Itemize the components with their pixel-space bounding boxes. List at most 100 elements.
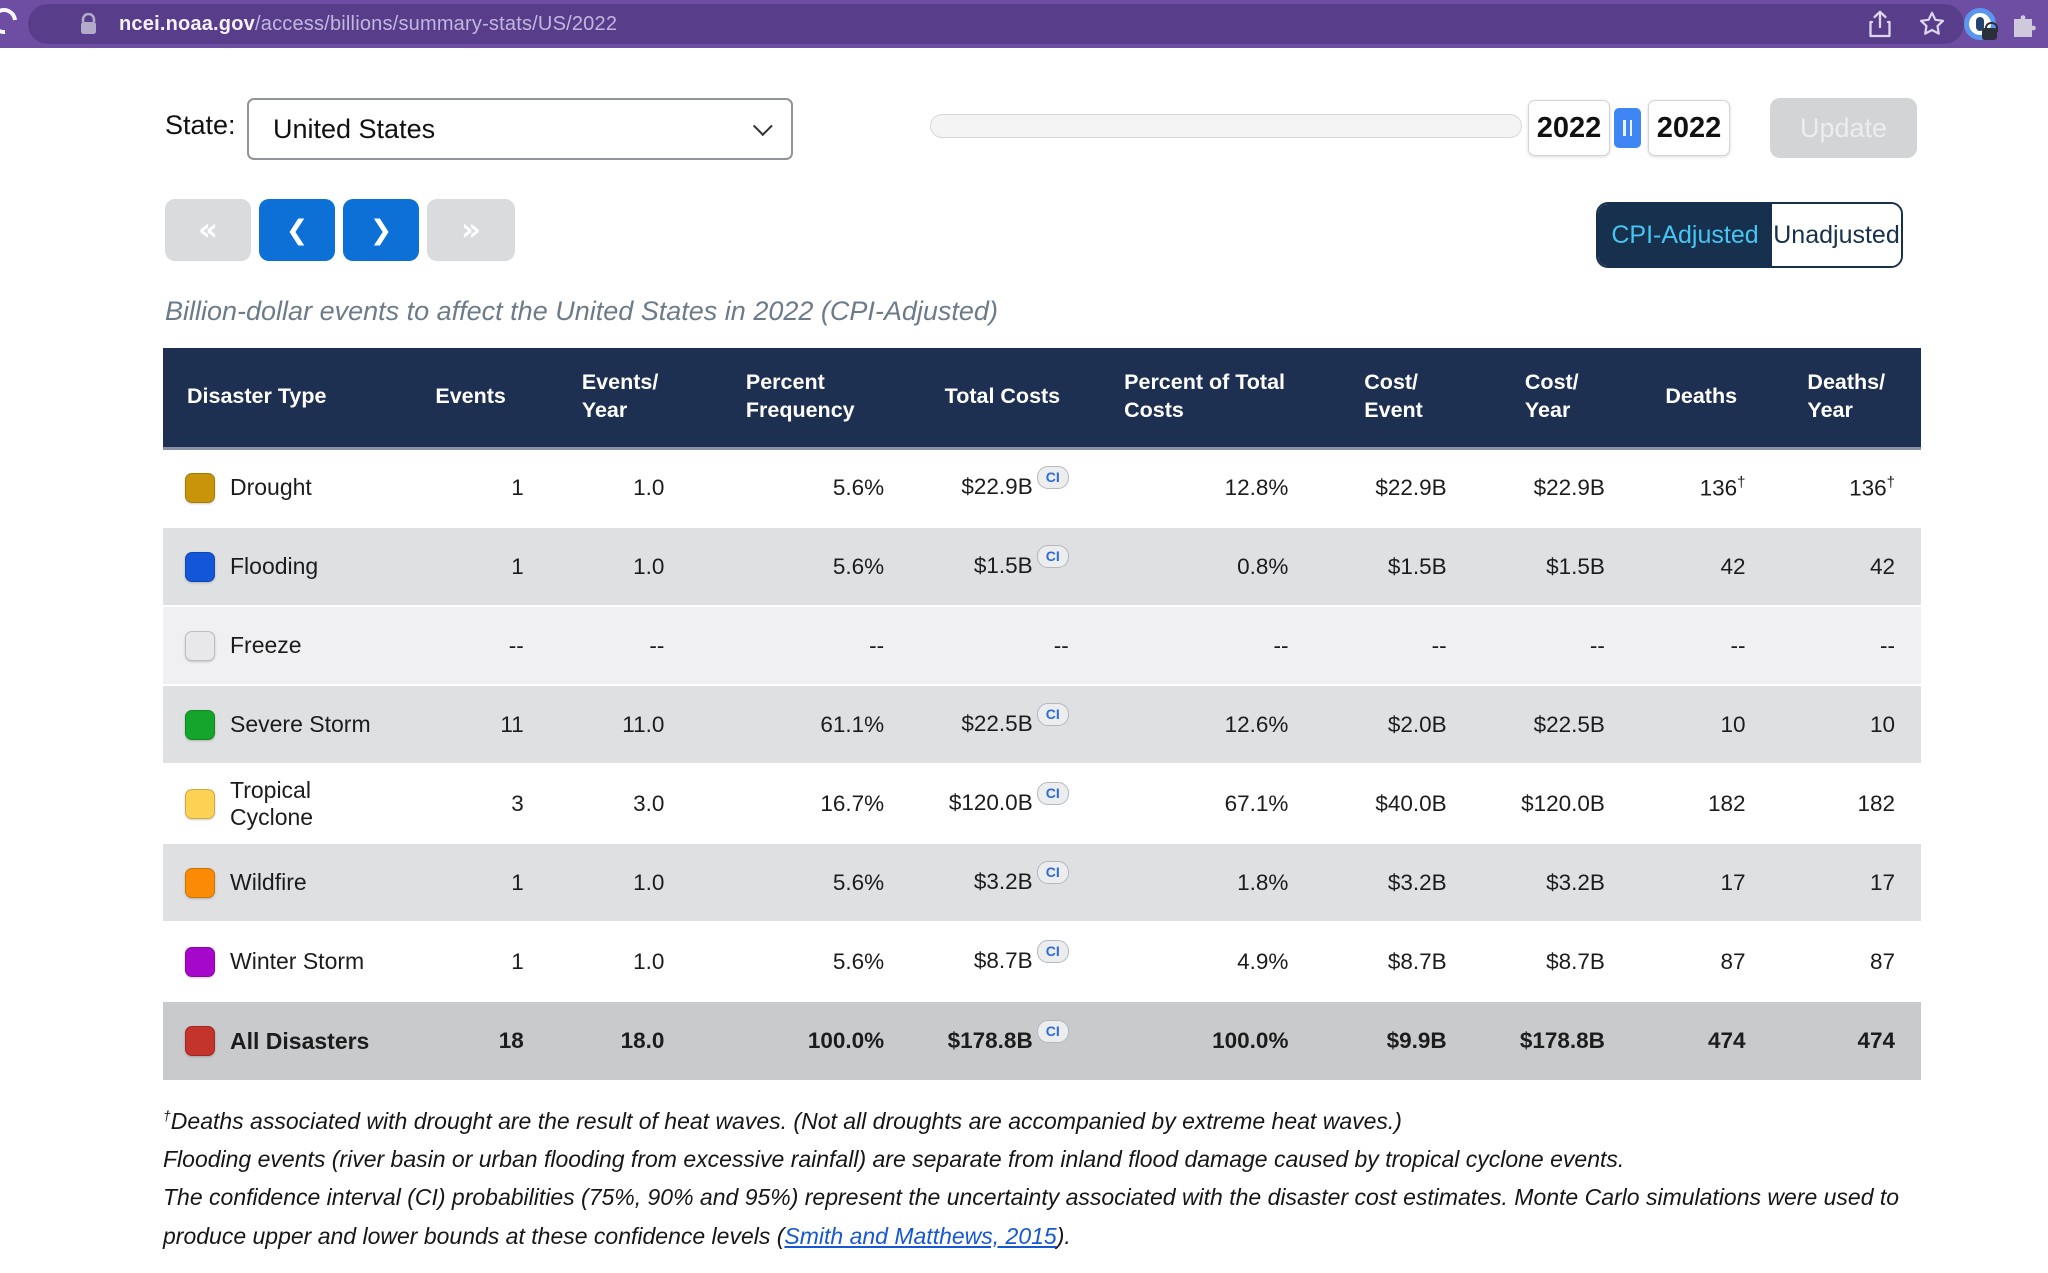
footnote-ci: The confidence interval (CI) probabiliti… bbox=[163, 1184, 1900, 1249]
url-text: ncei.noaa.gov/access/billions/summary-st… bbox=[119, 13, 617, 36]
year-start-input[interactable]: 2022 bbox=[1528, 100, 1610, 156]
disaster-type-cell: Drought bbox=[163, 448, 392, 527]
password-manager-extension-icon[interactable] bbox=[1964, 8, 1998, 40]
value-cell: 1 bbox=[511, 474, 524, 500]
disaster-type-label: All Disasters bbox=[230, 1027, 370, 1054]
value-cell: 474 bbox=[1707, 1028, 1746, 1053]
reload-icon[interactable] bbox=[0, 2, 23, 40]
state-select[interactable]: United States bbox=[247, 98, 793, 160]
value-cell: $9.9B bbox=[1386, 1028, 1447, 1053]
share-icon[interactable] bbox=[1868, 10, 1892, 38]
value-cell: 17 bbox=[1869, 869, 1895, 895]
value-cell: $120.0B CI bbox=[910, 764, 1095, 843]
disaster-color-swatch bbox=[185, 551, 215, 582]
value-cell: 1 bbox=[511, 553, 524, 579]
value-cell: 5.6% bbox=[832, 869, 885, 895]
value-cell: 136† bbox=[1849, 474, 1895, 501]
value-cell: 10 bbox=[1869, 711, 1895, 737]
ci-badge[interactable]: CI bbox=[1036, 545, 1069, 568]
value-cell: 11 bbox=[500, 711, 524, 737]
year-end-input[interactable]: 2022 bbox=[1648, 100, 1730, 156]
value-cell: 18 bbox=[498, 1028, 524, 1053]
table-row: Winter Storm 1 1.0 5.6% $8.7B CI 4.9% $8.7B $8.7… bbox=[163, 922, 1921, 1001]
state-select-value: United States bbox=[273, 113, 436, 144]
browser-toolbar: ncei.noaa.gov/access/billions/summary-st… bbox=[0, 0, 2048, 48]
value-cell: 5.6% bbox=[832, 474, 885, 500]
last-year-button[interactable]: » bbox=[427, 199, 515, 261]
column-header: Cost/ Year bbox=[1472, 348, 1631, 448]
value-cell: 0.8% bbox=[1237, 553, 1289, 579]
value-cell: 182 bbox=[1707, 790, 1746, 816]
value-cell: 1.0 bbox=[633, 474, 665, 500]
column-header: Deaths/ Year bbox=[1771, 348, 1921, 448]
table-row: Wildfire 1 1.0 5.6% $3.2B CI 1.8% $3.2B $3.2B 17 1… bbox=[163, 843, 1921, 922]
disaster-color-swatch bbox=[185, 946, 215, 977]
value-cell: $1.5B bbox=[1387, 553, 1447, 579]
value-cell: 1.0 bbox=[633, 948, 665, 974]
lock-icon[interactable] bbox=[80, 13, 97, 35]
column-header: Events bbox=[391, 348, 550, 448]
value-cell: 10 bbox=[1720, 711, 1746, 737]
update-button[interactable]: Update bbox=[1770, 98, 1917, 158]
citation-link[interactable]: Smith and Matthews, 2015 bbox=[784, 1222, 1057, 1249]
value-cell: 1 bbox=[511, 869, 524, 895]
disaster-color-swatch bbox=[185, 709, 215, 740]
value-cell: 17 bbox=[1720, 869, 1746, 895]
disaster-type-label: Severe Storm bbox=[230, 711, 371, 737]
value-cell: -- bbox=[1273, 632, 1289, 658]
ci-badge[interactable]: CI bbox=[1036, 861, 1069, 884]
state-label: State: bbox=[165, 110, 236, 140]
ci-badge[interactable]: CI bbox=[1036, 782, 1069, 805]
value-cell: 100.0% bbox=[1212, 1028, 1289, 1053]
year-range-slider[interactable] bbox=[930, 114, 1522, 138]
table-row: All Disasters 18 18.0 100.0% $178.8B CI 100.0%… bbox=[163, 1001, 1921, 1080]
column-header: Percent of Total Costs bbox=[1094, 348, 1315, 448]
address-bar[interactable]: ncei.noaa.gov/access/billions/summary-st… bbox=[28, 4, 1964, 44]
value-cell: 12.8% bbox=[1224, 474, 1289, 500]
ci-badge[interactable]: CI bbox=[1036, 1019, 1069, 1043]
value-cell: 42 bbox=[1720, 553, 1746, 579]
ci-badge[interactable]: CI bbox=[1036, 703, 1069, 726]
value-cell: $3.2B CI bbox=[910, 843, 1095, 922]
disaster-type-cell: Winter Storm bbox=[163, 922, 392, 1001]
value-cell: -- bbox=[1730, 632, 1746, 658]
disaster-color-swatch bbox=[185, 630, 215, 661]
value-cell: $8.7B CI bbox=[910, 922, 1095, 1001]
disaster-type-label: Winter Storm bbox=[230, 948, 365, 974]
value-cell: $22.9B bbox=[1533, 474, 1605, 500]
chevron-down-icon bbox=[752, 116, 773, 137]
value-cell: $22.9B bbox=[1375, 474, 1447, 500]
value-cell: $22.5B bbox=[1533, 711, 1605, 737]
value-cell: 182 bbox=[1857, 790, 1895, 816]
value-cell: 100.0% bbox=[807, 1028, 885, 1053]
extensions-puzzle-icon[interactable] bbox=[2010, 9, 2040, 39]
value-cell: $3.2B bbox=[1387, 869, 1447, 895]
value-cell: 5.6% bbox=[832, 553, 885, 579]
value-cell: $1.5B bbox=[1546, 553, 1605, 579]
table-row: Flooding 1 1.0 5.6% $1.5B CI 0.8% $1.5B $1.5B 42 4… bbox=[163, 527, 1921, 606]
previous-year-button[interactable]: ❮ bbox=[259, 199, 335, 261]
ci-badge[interactable]: CI bbox=[1036, 940, 1069, 963]
value-cell: $3.2B bbox=[1546, 869, 1605, 895]
disaster-color-swatch bbox=[185, 867, 215, 898]
next-year-button[interactable]: ❯ bbox=[343, 199, 419, 261]
cpi-adjusted-tab[interactable]: CPI-Adjusted bbox=[1598, 204, 1772, 266]
ci-badge[interactable]: CI bbox=[1036, 466, 1069, 490]
disaster-type-cell: Severe Storm bbox=[163, 685, 392, 764]
disaster-type-cell: Tropical Cyclone bbox=[163, 764, 392, 843]
value-cell: $22.5B CI bbox=[910, 685, 1095, 764]
value-cell: 18.0 bbox=[620, 1028, 665, 1053]
first-year-button[interactable]: « bbox=[165, 199, 251, 261]
value-cell: 16.7% bbox=[820, 790, 885, 816]
bookmark-star-icon[interactable] bbox=[1918, 10, 1946, 38]
value-cell: 1 bbox=[511, 948, 524, 974]
disaster-type-cell: Freeze bbox=[163, 606, 392, 685]
unadjusted-tab[interactable]: Unadjusted bbox=[1772, 204, 1901, 266]
value-cell: 61.1% bbox=[820, 711, 885, 737]
value-cell: -- bbox=[508, 632, 524, 658]
disaster-color-swatch bbox=[185, 472, 215, 503]
value-cell: 87 bbox=[1720, 948, 1746, 974]
year-slider-handle[interactable] bbox=[1614, 108, 1641, 148]
value-cell: -- bbox=[1589, 632, 1605, 658]
table-row: Drought 1 1.0 5.6% $22.9B CI 12.8% $22.9B $22.9B… bbox=[163, 448, 1921, 527]
